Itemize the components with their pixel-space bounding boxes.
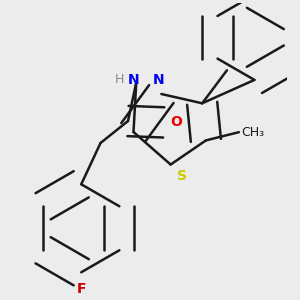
Text: F: F — [76, 282, 86, 296]
Text: O: O — [171, 116, 182, 129]
Text: N: N — [153, 73, 164, 87]
Text: S: S — [178, 169, 188, 183]
Text: N: N — [128, 73, 139, 87]
Text: CH₃: CH₃ — [242, 126, 265, 139]
Text: H: H — [115, 73, 124, 86]
